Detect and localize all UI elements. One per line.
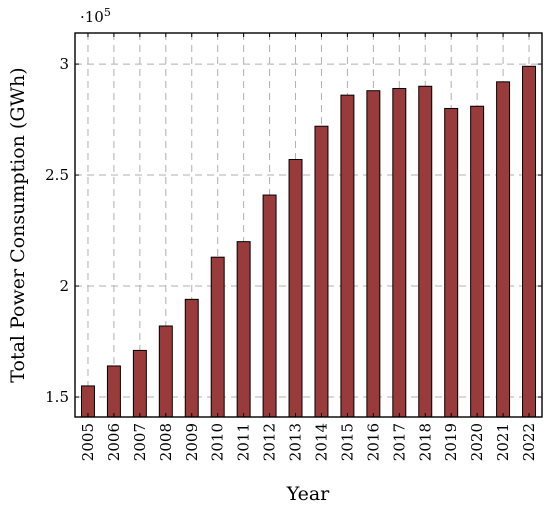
x-tick-label: 2015 <box>338 423 356 461</box>
bar <box>158 325 173 418</box>
bar <box>288 159 303 418</box>
x-tick-label: 2005 <box>79 423 97 461</box>
bar <box>184 298 199 418</box>
x-axis-label: Year <box>286 483 330 505</box>
bar <box>496 81 511 418</box>
bars <box>80 65 537 418</box>
bar <box>314 125 329 418</box>
x-tick-label: 2014 <box>312 423 330 461</box>
bar <box>522 65 537 418</box>
x-tick-labels: 2005 2006 2007 2008 2009 2010 2011 2012 2013 2014… <box>79 423 538 461</box>
y-tick-labels: 1.5 2 2.5 3 <box>45 55 69 406</box>
x-tick-label: 2012 <box>261 423 279 461</box>
x-tick-label: 2009 <box>183 423 201 461</box>
bar <box>340 94 355 418</box>
bar <box>236 241 251 418</box>
bar <box>392 87 407 418</box>
x-tick-label: 2019 <box>442 423 460 461</box>
y-exponent-base: ·10 <box>80 8 104 26</box>
x-tick-label: 2006 <box>105 423 123 461</box>
y-exponent: ·105 <box>80 6 111 26</box>
y-exponent-power: 5 <box>104 6 111 19</box>
plot-frame <box>74 32 543 418</box>
bar <box>106 365 121 418</box>
bar <box>366 90 381 418</box>
x-tick-label: 2013 <box>287 423 305 461</box>
x-tick-label: 2021 <box>494 423 512 461</box>
bar <box>132 349 147 418</box>
y-tick-label: 3 <box>59 55 69 73</box>
bar <box>418 85 433 418</box>
y-tick-label: 2.5 <box>45 166 69 184</box>
x-tick-label: 2020 <box>468 423 486 461</box>
x-tick-label: 2008 <box>157 423 175 461</box>
x-tick-label: 2016 <box>364 423 382 461</box>
axis-ticks <box>75 33 542 417</box>
x-tick-label: 2010 <box>209 423 227 461</box>
x-tick-label: 2017 <box>390 423 408 461</box>
x-tick-label: 2007 <box>131 423 149 461</box>
x-tick-label: 2022 <box>520 423 538 461</box>
bar <box>262 194 277 418</box>
bar <box>210 256 225 418</box>
x-tick-label: 2011 <box>235 423 253 461</box>
bar <box>444 107 459 418</box>
bar <box>80 385 95 418</box>
bar <box>470 105 485 418</box>
x-tick-label: 2018 <box>416 423 434 461</box>
y-tick-label: 2 <box>59 277 69 295</box>
y-axis-label: Total Power Consumption (GWh) <box>7 67 29 382</box>
y-tick-label: 1.5 <box>45 388 69 406</box>
